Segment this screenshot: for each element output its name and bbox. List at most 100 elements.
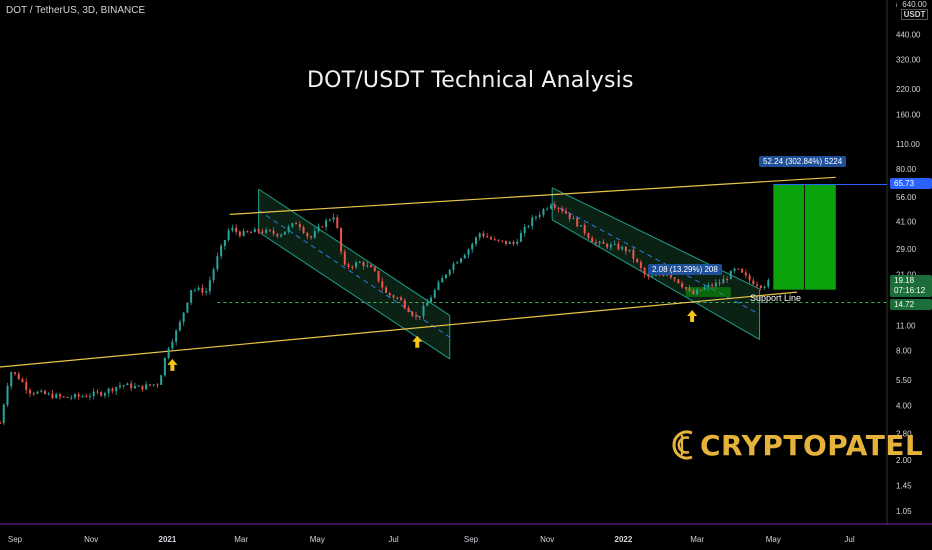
channel-1-midline [258,210,451,338]
candle-body [699,289,702,291]
candle-body [235,227,238,232]
candle-body [156,384,159,386]
candle-body [268,229,271,231]
candle-body [265,229,268,233]
candle-body [66,396,69,398]
candle-body [295,223,298,225]
candle-body [471,243,474,250]
candle-body [6,386,9,405]
candle-body [88,396,91,398]
candle-body [407,308,410,313]
candle-body [497,239,500,241]
y-tick-label: 1.45 [896,481,912,490]
candle-body [523,226,526,234]
candle-body [190,289,193,303]
candle-body [336,217,339,228]
candle-body [310,236,313,238]
candle-body [148,384,151,386]
candle-body [729,270,732,280]
x-tick-label: Sep [464,535,479,544]
candle-body [534,216,537,218]
candle-body [463,254,466,259]
candle-body [456,262,459,264]
candle-body [122,385,125,387]
y-tick-label: 1.05 [896,507,912,516]
candle-body [583,224,586,234]
channel-1-fill [258,189,450,359]
candle-body [681,283,684,288]
y-tick-label: 440.00 [896,31,921,40]
candle-body [546,208,549,210]
candle-body [553,205,556,208]
candle-body [13,372,16,374]
measured-move-zone [685,287,731,297]
candle-body [388,292,391,296]
y-tick-label: 2.80 [896,429,912,438]
candle-body [212,269,215,281]
candle-body [257,229,260,232]
candle-body [737,268,740,270]
currency-unit-box[interactable]: 640.00 USDT [897,0,932,20]
x-tick-label: Jul [844,535,854,544]
candle-body [392,295,395,298]
candle-body [96,391,99,393]
candle-body [576,218,579,227]
resistance-trendline [229,176,836,215]
x-tick-label: 2021 [159,535,177,544]
candle-body [193,289,196,291]
candle-body [636,258,639,263]
candle-body [321,226,324,228]
chart-title: DOT/USDT Technical Analysis [307,68,634,93]
candle-body [25,381,28,390]
candle-body [242,231,245,237]
channel-2-upper [551,187,760,290]
candle-body [347,264,350,267]
measured-move-label: 2.08 (13.29%) 208 [648,264,722,275]
candle-body [175,330,178,342]
candle-body [381,281,384,288]
candle-body [748,275,751,281]
candle-body [103,393,106,396]
y-tick-label: 160.00 [896,110,921,119]
y-tick-label: 2.00 [896,456,912,465]
candle-body [733,268,736,271]
candle-body [444,274,447,279]
candle-body [178,321,181,331]
candle-body [759,285,762,289]
candle-body [602,241,605,244]
candle-body [201,287,204,293]
candle-body [36,391,39,394]
candle-body [362,262,365,267]
candle-body [28,389,31,394]
symbol-header[interactable]: DOT / TetherUS, 3D, BINANCE [6,5,146,16]
candle-body [519,233,522,242]
candle-body [756,284,759,286]
candle-body [276,233,279,237]
candle-body [692,290,695,295]
candle-body [516,241,519,244]
target-price-label: 65.73 [890,178,932,189]
candle-body [430,297,433,303]
candle-body [711,285,714,287]
candle-body [167,348,170,358]
candle-body [594,242,597,244]
candle-body [366,265,369,267]
y-tick-label: 8.00 [896,347,912,356]
x-tick-label: Sep [8,535,23,544]
candle-body [538,214,541,217]
candle-body [126,383,129,386]
candle-body [542,209,545,215]
candle-body [591,237,594,243]
candle-body [624,246,627,252]
candle-body [673,277,676,280]
candle-body [223,240,226,247]
candle-body [418,316,421,318]
candle-body [459,258,462,263]
candle-body [557,207,560,209]
candle-body [81,396,84,398]
candle-body [43,390,46,395]
candle-body [186,302,189,313]
candle-body [512,242,515,244]
candle-body [415,315,418,317]
